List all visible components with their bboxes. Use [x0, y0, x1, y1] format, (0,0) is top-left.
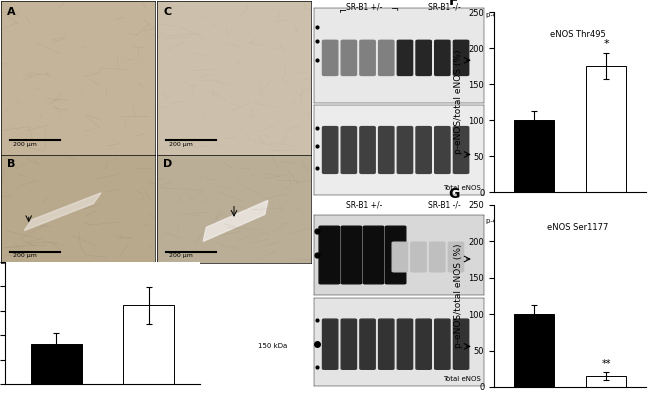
Y-axis label: p-eNOS/total eNOS (%): p-eNOS/total eNOS (%)	[454, 50, 463, 154]
Text: C: C	[163, 7, 172, 17]
Polygon shape	[24, 193, 101, 230]
FancyBboxPatch shape	[430, 242, 445, 272]
FancyBboxPatch shape	[322, 319, 338, 369]
Bar	[514, 314, 554, 387]
Text: $SR\!-\!B1^{+/-}$: $SR\!-\!B1^{+/-}$	[493, 217, 534, 251]
FancyBboxPatch shape	[341, 126, 356, 173]
FancyBboxPatch shape	[435, 126, 450, 173]
FancyBboxPatch shape	[448, 242, 463, 272]
FancyBboxPatch shape	[397, 319, 413, 369]
FancyBboxPatch shape	[341, 40, 356, 75]
FancyBboxPatch shape	[360, 319, 375, 369]
Text: SR-B1 +/-: SR-B1 +/-	[346, 3, 382, 12]
FancyBboxPatch shape	[454, 126, 469, 173]
FancyBboxPatch shape	[397, 126, 413, 173]
Text: Total eNOS: Total eNOS	[443, 184, 480, 191]
Text: eNOS Ser1177: eNOS Ser1177	[547, 223, 608, 232]
FancyBboxPatch shape	[435, 319, 450, 369]
Text: 200 μm: 200 μm	[169, 253, 193, 258]
FancyBboxPatch shape	[385, 226, 406, 284]
FancyBboxPatch shape	[360, 40, 375, 75]
FancyBboxPatch shape	[341, 319, 356, 369]
Text: G: G	[448, 187, 460, 201]
Text: Total eNOS: Total eNOS	[443, 375, 480, 382]
Bar	[124, 305, 174, 384]
Text: ⌐: ⌐	[339, 5, 347, 15]
Text: 200 μm: 200 μm	[169, 142, 193, 147]
Text: F: F	[448, 0, 458, 8]
FancyBboxPatch shape	[416, 319, 432, 369]
FancyBboxPatch shape	[378, 40, 394, 75]
FancyBboxPatch shape	[416, 40, 432, 75]
FancyBboxPatch shape	[454, 40, 469, 75]
Text: B: B	[7, 159, 16, 169]
FancyBboxPatch shape	[322, 40, 338, 75]
FancyBboxPatch shape	[454, 319, 469, 369]
FancyBboxPatch shape	[363, 226, 383, 284]
FancyBboxPatch shape	[416, 126, 432, 173]
Bar	[514, 120, 554, 192]
FancyBboxPatch shape	[360, 126, 375, 173]
FancyBboxPatch shape	[319, 226, 339, 284]
Bar	[586, 66, 626, 192]
FancyBboxPatch shape	[411, 242, 426, 272]
Text: p-eNOS Ser1177: p-eNOS Ser1177	[486, 218, 543, 224]
FancyBboxPatch shape	[322, 126, 338, 173]
Bar	[31, 344, 82, 384]
Text: SR-B1 -/-: SR-B1 -/-	[428, 201, 460, 210]
Text: D: D	[163, 159, 172, 169]
Text: A: A	[7, 7, 16, 17]
FancyBboxPatch shape	[378, 126, 394, 173]
Text: p-eNOS Thr495: p-eNOS Thr495	[486, 12, 539, 18]
Text: *: *	[603, 39, 609, 49]
Text: **: **	[601, 359, 611, 369]
Bar	[586, 376, 626, 387]
Text: ¬: ¬	[391, 5, 399, 15]
Text: 200 μm: 200 μm	[13, 253, 37, 258]
FancyBboxPatch shape	[341, 226, 361, 284]
FancyBboxPatch shape	[435, 40, 450, 75]
Polygon shape	[203, 201, 268, 242]
Text: $SR\!-\!B1^{-/-}$: $SR\!-\!B1^{-/-}$	[566, 217, 606, 251]
Text: 150 kDa: 150 kDa	[257, 344, 287, 349]
FancyBboxPatch shape	[378, 319, 394, 369]
FancyBboxPatch shape	[392, 242, 408, 272]
Text: 200 μm: 200 μm	[13, 142, 37, 147]
Text: SR-B1 -/-: SR-B1 -/-	[428, 3, 460, 12]
Y-axis label: p-eNOS/total eNOS (%): p-eNOS/total eNOS (%)	[454, 244, 463, 348]
Text: SR-B1 +/-: SR-B1 +/-	[346, 201, 382, 210]
FancyBboxPatch shape	[397, 40, 413, 75]
Text: eNOS Thr495: eNOS Thr495	[550, 30, 606, 39]
